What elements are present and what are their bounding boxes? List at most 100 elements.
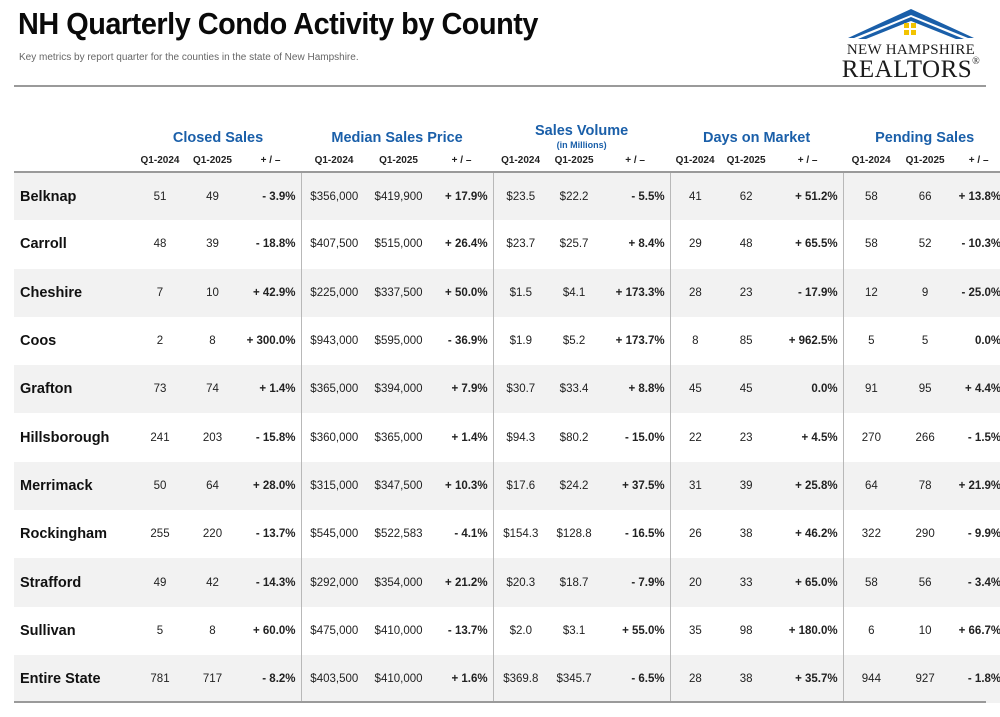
change-cell: + 17.9% bbox=[430, 172, 494, 221]
value-cell: $419,900 bbox=[367, 172, 431, 221]
value-cell: $356,000 bbox=[301, 172, 368, 221]
value-cell: 5 bbox=[921, 335, 929, 348]
value-cell: 8 bbox=[209, 335, 216, 348]
change-cell: + 7.9% bbox=[430, 365, 494, 414]
value-cell: 10 bbox=[918, 624, 932, 637]
change-cell: + 55.0% bbox=[600, 606, 671, 655]
value-cell: 6 bbox=[868, 624, 875, 637]
sub-header-change: + / – bbox=[430, 150, 494, 173]
value-cell: $20.3 bbox=[493, 558, 549, 607]
change-cell: + 26.4% bbox=[430, 220, 494, 269]
logo-line1: New Hampshire bbox=[846, 42, 976, 58]
value-cell: $315,000 bbox=[301, 461, 368, 511]
change-cell: - 10.3% bbox=[961, 238, 1000, 251]
change-cell: + 65.0% bbox=[772, 558, 844, 607]
group-header-sales-volume: Sales Volume (in Millions) bbox=[493, 104, 670, 150]
value-cell: 49 bbox=[185, 172, 240, 221]
change-cell: - 4.1% bbox=[430, 510, 494, 559]
county-name: Belknap bbox=[14, 172, 135, 221]
change-cell: + 35.7% bbox=[772, 654, 844, 704]
value-cell: 23 bbox=[739, 431, 753, 444]
change-cell: + 4.4% bbox=[951, 365, 1000, 414]
value-cell: 48 bbox=[153, 238, 167, 251]
value-cell: 290 bbox=[915, 528, 935, 541]
change-cell: + 37.5% bbox=[600, 461, 671, 511]
change-cell: + 66.7% bbox=[958, 624, 1000, 637]
change-cell: - 36.9% bbox=[430, 316, 494, 366]
value-cell: 33 bbox=[720, 558, 773, 607]
value-cell: $25.7 bbox=[559, 238, 589, 251]
value-cell: $407,500 bbox=[310, 238, 359, 251]
value-cell: 8 bbox=[692, 335, 699, 348]
sub-header-quarter: Q1-2024 bbox=[843, 150, 900, 173]
value-cell: 266 bbox=[915, 431, 935, 444]
value-cell: 51 bbox=[135, 172, 185, 221]
value-cell: $5.2 bbox=[562, 335, 586, 348]
sub-header-change: + / – bbox=[240, 150, 302, 173]
value-cell: 95 bbox=[899, 365, 952, 414]
sub-header-row: Q1-2024 Q1-2025 + / – Q1-2024 Q1-2025 + / – Q1… bbox=[14, 150, 1000, 173]
table-row: Entire State 781 717- 8.2% $403,500 $410,000… bbox=[14, 654, 1000, 704]
change-cell: + 21.9% bbox=[951, 461, 1000, 511]
value-cell: 78 bbox=[899, 461, 952, 511]
change-cell: - 1.8% bbox=[951, 654, 1000, 704]
county-name: Sullivan bbox=[20, 622, 76, 639]
county-name: Cheshire bbox=[14, 268, 135, 317]
county-name: Coos bbox=[20, 333, 57, 350]
change-cell: - 1.5% bbox=[967, 431, 1000, 444]
value-cell: 255 bbox=[150, 528, 170, 541]
table-row: Carroll 48 39 - 18.8% $407,500 $515,000 + 26.4… bbox=[14, 220, 1000, 269]
value-cell: 45 bbox=[670, 365, 721, 414]
value-cell: 58 bbox=[843, 558, 900, 607]
value-cell: $365,000 bbox=[301, 365, 368, 414]
value-cell: 2 bbox=[156, 335, 164, 348]
value-cell: $345.7 bbox=[548, 654, 601, 704]
value-cell: 35 bbox=[688, 624, 702, 637]
value-cell: 944 bbox=[843, 654, 900, 704]
group-header-days-on-market: Days on Market bbox=[703, 130, 811, 146]
value-cell: 42 bbox=[185, 558, 240, 607]
county-name: Entire State bbox=[14, 654, 135, 704]
value-cell: $94.3 bbox=[506, 431, 536, 444]
value-cell: $80.2 bbox=[559, 431, 589, 444]
bottom-divider bbox=[14, 701, 986, 703]
county-name: Merrimack bbox=[14, 461, 135, 511]
value-cell: 52 bbox=[918, 238, 932, 251]
value-cell: $354,000 bbox=[367, 558, 431, 607]
change-cell: - 9.9% bbox=[967, 528, 1000, 541]
value-cell: 5 bbox=[868, 335, 875, 348]
value-cell: 10 bbox=[185, 268, 240, 317]
realtors-logo: New Hampshire REALTORS® bbox=[836, 6, 986, 83]
change-cell: - 17.9% bbox=[772, 268, 844, 317]
value-cell: $30.7 bbox=[493, 365, 549, 414]
logo-line2: REALTORS® bbox=[836, 56, 986, 84]
value-cell: 781 bbox=[135, 654, 185, 704]
change-cell: 0.0% bbox=[772, 365, 844, 414]
group-header-closed-sales: Closed Sales bbox=[172, 130, 264, 146]
value-cell: 22 bbox=[688, 431, 702, 444]
page-subtitle: Key metrics by report quarter for the co… bbox=[19, 52, 359, 63]
value-cell: $17.6 bbox=[493, 461, 549, 511]
sub-header-quarter: Q1-2024 bbox=[493, 150, 549, 173]
county-activity-table: Closed Sales Median Sales Price Sales Vo… bbox=[14, 104, 1000, 704]
value-cell: $595,000 bbox=[374, 335, 423, 348]
value-cell: 62 bbox=[720, 172, 773, 221]
value-cell: 28 bbox=[670, 654, 721, 704]
sub-header-change: + / – bbox=[600, 150, 671, 173]
value-cell: $4.1 bbox=[548, 268, 601, 317]
value-cell: $23.5 bbox=[493, 172, 549, 221]
sub-header-quarter: Q1-2025 bbox=[548, 150, 601, 173]
change-cell: + 42.9% bbox=[240, 268, 302, 317]
value-cell: 26 bbox=[688, 528, 702, 541]
change-cell: + 4.5% bbox=[772, 413, 844, 462]
value-cell: $394,000 bbox=[367, 365, 431, 414]
change-cell: + 173.7% bbox=[600, 316, 671, 366]
group-header-note: (in Millions) bbox=[556, 140, 607, 150]
value-cell: $128.8 bbox=[556, 528, 592, 541]
value-cell: 50 bbox=[135, 461, 185, 511]
change-cell: + 25.8% bbox=[772, 461, 844, 511]
value-cell: 12 bbox=[843, 268, 900, 317]
change-cell: + 65.5% bbox=[772, 220, 844, 269]
value-cell: 45 bbox=[720, 365, 773, 414]
value-cell: $522,583 bbox=[374, 528, 423, 541]
